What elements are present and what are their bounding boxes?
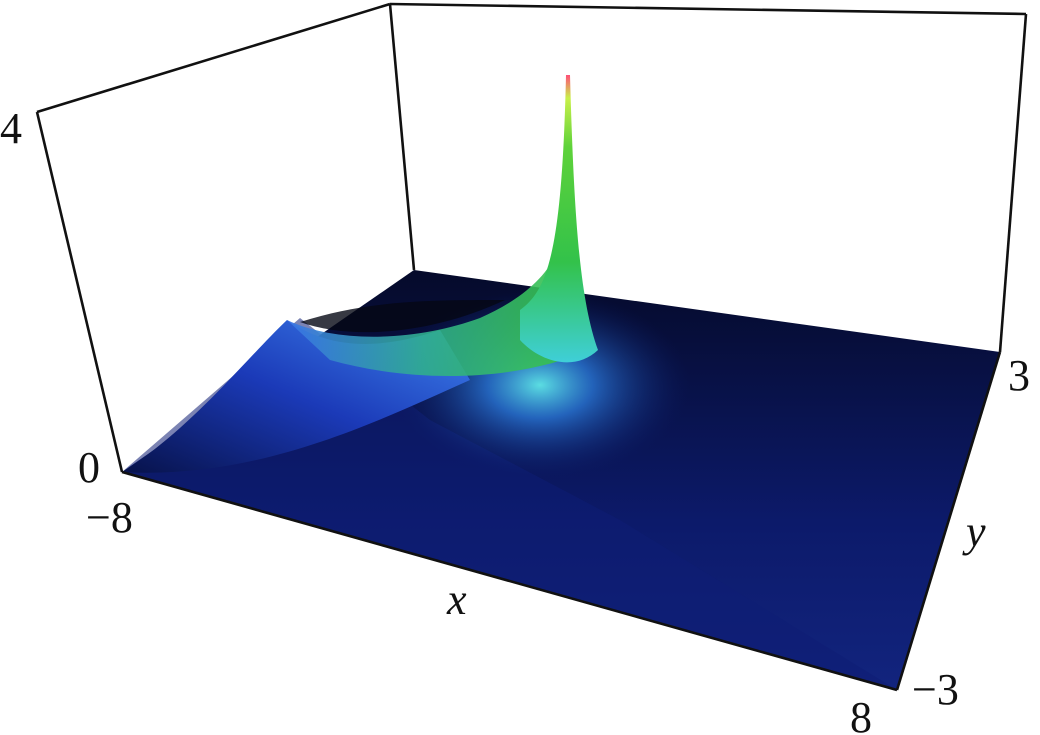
back-edge-right xyxy=(998,13,1028,353)
x-tick-min: −8 xyxy=(86,493,133,542)
front-frame xyxy=(35,111,1002,692)
y-tick-max: 3 xyxy=(1008,351,1030,400)
y-axis-label: y xyxy=(962,507,986,556)
back-edge-left xyxy=(388,3,416,271)
z-axis-line xyxy=(35,111,124,473)
peak-spike xyxy=(520,75,598,363)
dark-fold xyxy=(300,300,505,333)
surface xyxy=(122,75,1000,690)
back-frame xyxy=(36,2,1028,353)
x-tick-max: 8 xyxy=(850,693,872,735)
x-axis-label: x xyxy=(446,575,467,624)
y-tick-min: −3 xyxy=(912,665,959,714)
back-edge-tl xyxy=(36,2,391,114)
back-edge-top xyxy=(389,2,1027,16)
x-axis-line xyxy=(121,470,898,692)
ridge-crest xyxy=(287,230,590,377)
z-tick-min: 0 xyxy=(78,443,100,492)
y-axis-line xyxy=(895,351,1002,691)
z-tick-max: 4 xyxy=(0,104,22,153)
